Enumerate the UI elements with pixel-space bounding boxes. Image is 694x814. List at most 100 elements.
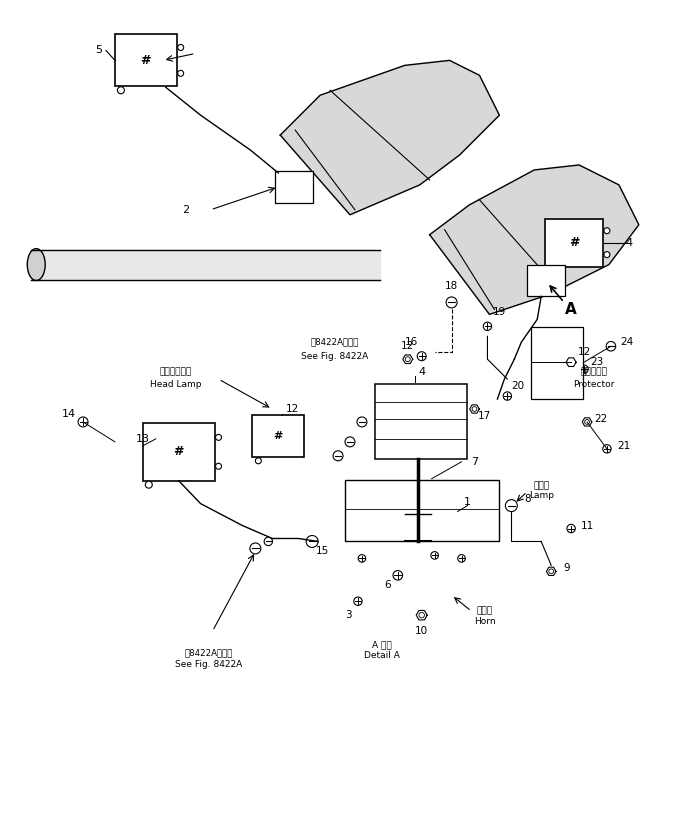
Text: 13: 13 bbox=[136, 434, 150, 444]
Circle shape bbox=[278, 189, 286, 197]
Text: 5: 5 bbox=[96, 46, 103, 55]
Circle shape bbox=[354, 597, 362, 606]
Circle shape bbox=[393, 571, 403, 580]
Text: ホーン: ホーン bbox=[476, 606, 493, 615]
Text: 21: 21 bbox=[617, 441, 631, 451]
Text: 19: 19 bbox=[493, 308, 506, 317]
Bar bbox=[276, 171, 313, 203]
Text: See Fig. 8422A: See Fig. 8422A bbox=[175, 660, 242, 669]
Text: #: # bbox=[273, 431, 283, 441]
Text: 1: 1 bbox=[464, 497, 471, 506]
Circle shape bbox=[264, 537, 273, 545]
Bar bbox=[545, 219, 603, 266]
Circle shape bbox=[117, 87, 124, 94]
Text: 11: 11 bbox=[580, 520, 593, 531]
Circle shape bbox=[250, 543, 261, 554]
Circle shape bbox=[417, 352, 426, 361]
Circle shape bbox=[604, 228, 610, 234]
Circle shape bbox=[604, 252, 610, 257]
Text: A: A bbox=[565, 302, 577, 317]
Bar bbox=[115, 34, 177, 86]
Text: 24: 24 bbox=[620, 337, 634, 348]
Text: 16: 16 bbox=[405, 337, 418, 348]
Text: 23: 23 bbox=[591, 357, 604, 367]
Text: 22: 22 bbox=[594, 414, 608, 424]
Circle shape bbox=[357, 417, 367, 427]
Text: ヘッドランプ: ヘッドランプ bbox=[160, 368, 192, 377]
Circle shape bbox=[483, 322, 491, 330]
Text: 12: 12 bbox=[401, 341, 414, 352]
Text: A 詳細: A 詳細 bbox=[372, 641, 391, 650]
Polygon shape bbox=[280, 60, 500, 215]
Text: Detail A: Detail A bbox=[364, 650, 400, 659]
Circle shape bbox=[568, 360, 573, 365]
Text: 第8422A図参照: 第8422A図参照 bbox=[311, 338, 359, 347]
Circle shape bbox=[145, 481, 152, 488]
Text: 6: 6 bbox=[384, 580, 391, 590]
Circle shape bbox=[405, 357, 410, 361]
Ellipse shape bbox=[27, 248, 45, 281]
Circle shape bbox=[419, 612, 425, 618]
Text: 12: 12 bbox=[577, 348, 591, 357]
Bar bbox=[345, 479, 500, 541]
Circle shape bbox=[306, 536, 318, 548]
Text: 4: 4 bbox=[418, 367, 425, 377]
Text: 17: 17 bbox=[478, 411, 491, 421]
Text: 14: 14 bbox=[62, 409, 76, 419]
Circle shape bbox=[333, 451, 343, 461]
Text: 8: 8 bbox=[524, 493, 531, 504]
Bar bbox=[532, 327, 583, 399]
Circle shape bbox=[446, 297, 457, 308]
Text: #: # bbox=[141, 54, 151, 67]
Circle shape bbox=[580, 365, 589, 374]
Circle shape bbox=[178, 45, 184, 50]
Bar bbox=[253, 415, 304, 457]
Text: 4: 4 bbox=[625, 238, 632, 247]
Circle shape bbox=[548, 267, 555, 274]
Text: Horn: Horn bbox=[473, 617, 496, 626]
Circle shape bbox=[216, 463, 221, 469]
Text: 12: 12 bbox=[286, 404, 299, 414]
Circle shape bbox=[567, 524, 575, 532]
Circle shape bbox=[503, 392, 511, 400]
Circle shape bbox=[278, 174, 286, 182]
Bar bbox=[143, 423, 214, 481]
Circle shape bbox=[178, 70, 184, 77]
Text: 10: 10 bbox=[415, 626, 428, 636]
Circle shape bbox=[358, 554, 366, 562]
Text: Lamp: Lamp bbox=[529, 491, 554, 500]
Bar bbox=[375, 384, 466, 459]
Text: Head Lamp: Head Lamp bbox=[150, 379, 201, 388]
Circle shape bbox=[216, 435, 221, 440]
Text: 9: 9 bbox=[564, 563, 570, 573]
Circle shape bbox=[458, 554, 465, 562]
Circle shape bbox=[603, 444, 611, 453]
Bar bbox=[527, 265, 565, 296]
Circle shape bbox=[549, 569, 554, 574]
Text: プロテクタ: プロテクタ bbox=[581, 368, 607, 377]
Circle shape bbox=[255, 457, 262, 464]
Circle shape bbox=[78, 417, 88, 427]
Circle shape bbox=[606, 341, 616, 351]
Text: 7: 7 bbox=[471, 457, 478, 466]
Circle shape bbox=[584, 419, 589, 424]
Text: See Fig. 8422A: See Fig. 8422A bbox=[301, 352, 369, 361]
Text: 20: 20 bbox=[511, 381, 524, 391]
Text: Protector: Protector bbox=[573, 379, 615, 388]
Circle shape bbox=[530, 268, 539, 275]
Text: 18: 18 bbox=[445, 282, 458, 291]
Circle shape bbox=[345, 437, 355, 447]
Text: 2: 2 bbox=[182, 205, 189, 215]
Circle shape bbox=[530, 282, 539, 291]
Circle shape bbox=[431, 552, 439, 559]
Text: #: # bbox=[569, 236, 579, 249]
Circle shape bbox=[553, 278, 561, 286]
Circle shape bbox=[505, 500, 517, 511]
Circle shape bbox=[301, 183, 309, 190]
Polygon shape bbox=[430, 165, 639, 314]
Circle shape bbox=[472, 407, 477, 411]
Text: 3: 3 bbox=[345, 610, 351, 620]
Text: 第8422A図参照: 第8422A図参照 bbox=[185, 649, 232, 658]
Text: ランプ: ランプ bbox=[533, 481, 549, 490]
Text: #: # bbox=[174, 445, 184, 458]
